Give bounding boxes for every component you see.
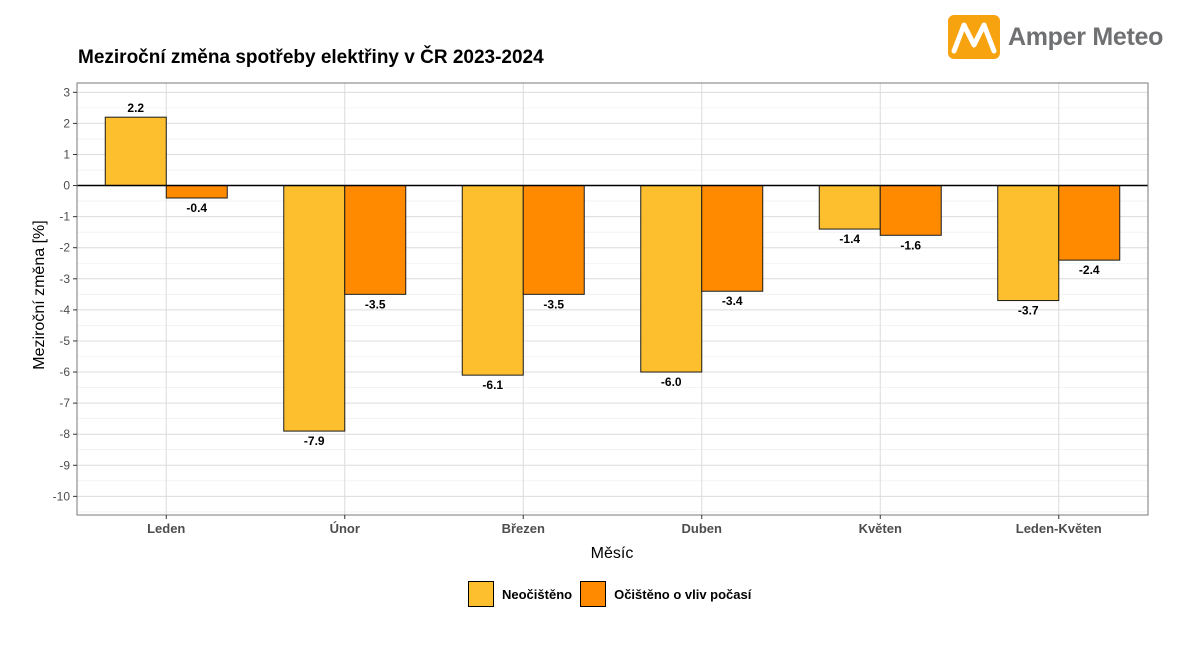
x-tick-labels: Leden Únor Březen Duben Květen Leden-Květen	[147, 515, 1102, 536]
x-tick-label: Květen	[859, 521, 902, 536]
y-tick-label: -2	[59, 241, 70, 255]
data-label: -3.4	[722, 294, 743, 308]
bar-ocisteno-2	[522, 185, 585, 295]
y-tick-label: -6	[59, 365, 70, 379]
bar-neocisteno-1	[283, 185, 346, 432]
bar-neocisteno-3	[640, 185, 703, 373]
data-label: -0.4	[186, 201, 207, 215]
data-label: -6.0	[661, 375, 682, 389]
y-tick-label: 2	[63, 116, 70, 130]
x-tick-label: Únor	[330, 521, 360, 536]
legend-label: Očištěno o vliv počasí	[614, 586, 752, 602]
y-tick-label: 1	[63, 147, 70, 161]
data-label: -1.6	[900, 238, 921, 252]
y-tick-label: -9	[59, 458, 70, 472]
y-tick-label: -1	[59, 210, 70, 224]
legend-swatch	[468, 581, 494, 607]
grid-lines	[77, 83, 1148, 515]
bar-ocisteno-3	[701, 185, 764, 292]
data-label: -7.9	[304, 434, 325, 448]
data-label: -2.4	[1079, 263, 1100, 277]
x-axis-title: Měsíc	[591, 545, 634, 562]
brand-logo: Amper Meteo	[948, 15, 1163, 59]
bars	[104, 116, 1121, 432]
bar-neocisteno-2	[461, 185, 524, 376]
legend-label: Neočištěno	[502, 586, 573, 602]
y-tick-labels: 3 2 1 0 -1 -2 -3 -4 -5 -6 -7 -8 -9 -10	[53, 85, 77, 503]
x-tick-label: Leden	[147, 521, 185, 536]
y-tick-label: 3	[63, 85, 70, 99]
bar-ocisteno-5	[1058, 185, 1121, 261]
bar-neocisteno-5	[997, 185, 1060, 302]
brand-name: Amper Meteo	[1008, 22, 1164, 51]
y-tick-label: -4	[59, 303, 70, 317]
bar-ocisteno-4	[879, 185, 942, 236]
x-tick-label: Březen	[502, 521, 545, 536]
bar-neocisteno-4	[818, 185, 881, 230]
bar-ocisteno-0	[165, 185, 228, 199]
data-labels: 2.2 -7.9 -6.1 -6.0 -1.4 -3.7 -0.4 -3.5 -3.5 -3.4 -…	[127, 101, 1100, 448]
bar-ocisteno-1	[344, 185, 407, 295]
data-label: -1.4	[839, 232, 860, 246]
x-tick-label: Duben	[682, 521, 723, 536]
chart-title: Meziroční změna spotřeby elektřiny v ČR …	[78, 47, 544, 68]
legend-item-neocisteno: Neočištěno	[468, 581, 572, 607]
y-tick-label: -3	[59, 272, 70, 286]
y-axis-title: Meziroční změna [%]	[31, 220, 48, 369]
y-tick-label: -7	[59, 396, 70, 410]
bar-neocisteno-0	[104, 116, 167, 187]
legend-swatch	[580, 581, 607, 607]
plot-frame	[76, 82, 1149, 516]
y-tick-label: 0	[63, 179, 70, 193]
data-label: -3.5	[365, 297, 386, 311]
legend: Neočištěno Očištěno o vliv počasí	[468, 580, 759, 608]
data-label: -3.5	[543, 297, 564, 311]
data-label: 2.2	[127, 101, 144, 115]
y-tick-label: -10	[53, 489, 71, 503]
amper-meteo-logo-icon	[948, 15, 1000, 59]
plot-border	[76, 82, 1149, 516]
data-label: -6.1	[482, 378, 503, 392]
x-tick-label: Leden-Květen	[1016, 521, 1102, 536]
data-label: -3.7	[1018, 304, 1039, 318]
legend-item-ocisteno: Očištěno o vliv počasí	[580, 581, 751, 607]
y-tick-label: -5	[59, 334, 70, 348]
y-tick-label: -8	[59, 427, 70, 441]
